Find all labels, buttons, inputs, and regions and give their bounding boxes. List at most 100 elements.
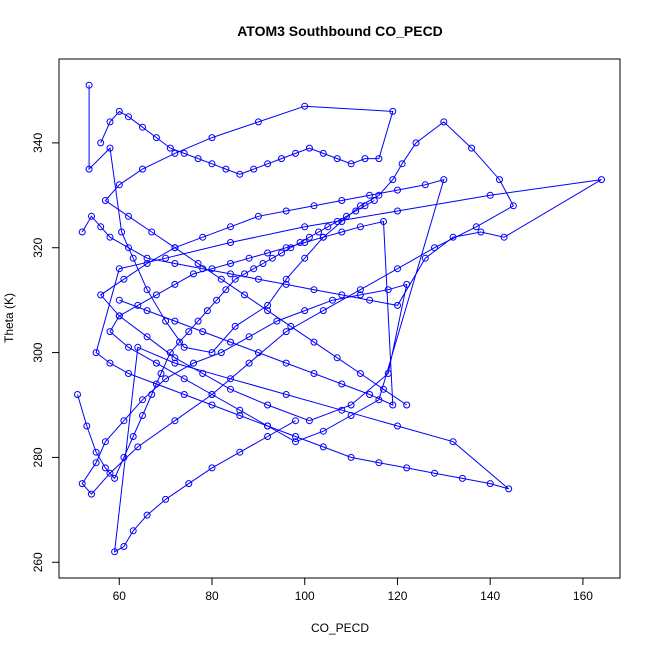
y-axis: 260 280 300 320 340 — [31, 133, 59, 572]
data-point — [333, 354, 341, 362]
data-point — [250, 265, 258, 273]
data-point — [305, 417, 313, 425]
data-point — [88, 212, 95, 220]
data-point — [227, 223, 234, 231]
data-point — [185, 480, 193, 488]
data-point — [134, 343, 142, 351]
data-point — [143, 307, 151, 315]
data-point — [505, 485, 513, 493]
data-point — [356, 370, 364, 377]
data-point — [282, 359, 290, 367]
data-point — [190, 359, 197, 367]
data-point — [236, 412, 244, 419]
data-point — [231, 275, 239, 283]
data-point — [338, 228, 346, 236]
data-point — [213, 296, 221, 304]
data-point — [241, 291, 248, 299]
data-point — [509, 202, 517, 210]
data-point — [250, 165, 258, 173]
data-point — [152, 291, 160, 299]
data-point — [292, 433, 299, 440]
data-point — [194, 317, 202, 325]
data-point — [310, 370, 318, 377]
data-point — [301, 102, 309, 110]
data-point — [227, 270, 234, 278]
data-point — [440, 176, 448, 184]
data-point — [166, 349, 174, 357]
data-point — [254, 349, 262, 357]
data-point — [152, 134, 160, 142]
data-point — [125, 113, 132, 121]
data-point — [310, 286, 318, 294]
y-tick-label: 280 — [31, 447, 45, 467]
data-point — [338, 406, 346, 414]
data-point — [394, 301, 401, 309]
data-point — [468, 144, 476, 152]
data-point — [431, 469, 438, 477]
data-point — [282, 328, 290, 336]
data-point — [115, 312, 123, 320]
data-point — [176, 338, 183, 346]
data-point — [208, 464, 216, 472]
data-point — [97, 291, 105, 299]
x-tick-label: 140 — [480, 589, 500, 603]
data-point — [227, 375, 234, 383]
data-point — [217, 275, 225, 283]
data-point — [347, 401, 355, 409]
data-point — [496, 176, 503, 184]
x-tick-label: 120 — [387, 589, 407, 603]
data-point — [264, 301, 272, 309]
data-point — [143, 511, 151, 519]
data-point — [282, 391, 290, 398]
data-point — [361, 155, 369, 163]
data-point — [389, 107, 397, 115]
data-point — [389, 401, 397, 409]
data-point — [83, 422, 91, 430]
data-point — [222, 286, 230, 294]
data-point — [139, 123, 146, 131]
x-tick-label: 160 — [573, 589, 593, 603]
data-point — [375, 459, 383, 467]
data-point — [125, 212, 132, 220]
data-point — [305, 144, 313, 152]
data-point — [111, 548, 119, 556]
series-line — [81, 179, 602, 553]
data-point — [241, 270, 248, 278]
data-point — [245, 359, 253, 367]
data-point — [166, 144, 174, 152]
data-point — [180, 343, 188, 351]
data-point — [194, 260, 202, 267]
data-point — [143, 333, 151, 341]
data-point — [343, 212, 350, 220]
data-point — [101, 464, 109, 472]
data-point — [338, 291, 346, 299]
x-tick-label: 80 — [205, 589, 219, 603]
data-point — [88, 490, 95, 498]
data-point — [245, 333, 253, 341]
data-point — [389, 176, 397, 184]
data-point — [180, 391, 188, 398]
data-point — [227, 239, 234, 246]
x-axis-label: CO_PECD — [311, 621, 369, 635]
data-point — [472, 223, 480, 231]
data-point — [380, 385, 387, 393]
data-point — [199, 233, 207, 241]
data-point — [92, 349, 100, 357]
data-point — [143, 286, 151, 294]
data-point — [78, 228, 86, 236]
y-tick-label: 260 — [31, 552, 45, 572]
data-point — [106, 359, 114, 367]
chart-title: ATOM3 Southbound CO_PECD — [237, 23, 443, 39]
data-point — [259, 260, 267, 267]
data-point — [85, 165, 93, 173]
data-point — [273, 317, 281, 325]
data-point — [134, 443, 142, 451]
data-point — [129, 527, 137, 535]
data-point — [120, 453, 128, 461]
data-point — [421, 181, 429, 189]
data-point — [208, 160, 216, 168]
x-tick-label: 60 — [113, 589, 127, 603]
data-point — [236, 448, 244, 456]
data-point — [301, 307, 309, 315]
